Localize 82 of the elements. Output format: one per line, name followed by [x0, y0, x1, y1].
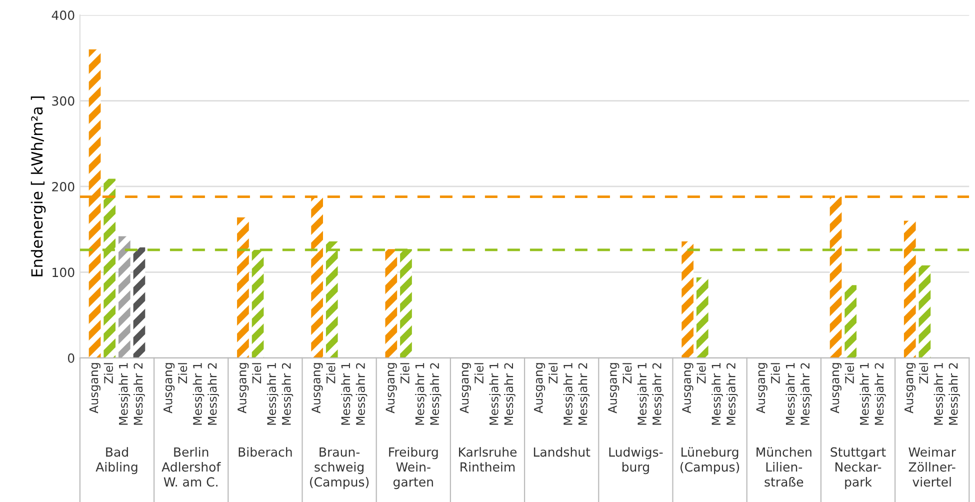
text: Messjahr 1: [563, 363, 575, 425]
text: Messjahr 2: [948, 363, 960, 425]
bar: [237, 217, 249, 358]
text: Messjahr 1: [786, 363, 798, 425]
text: Messjahr 1: [934, 363, 946, 425]
text: Messjahr 1: [489, 363, 501, 425]
bar: [696, 277, 708, 358]
y-tick-label: 0: [68, 353, 74, 363]
bar: [918, 265, 931, 358]
text: Messjahr 1: [637, 363, 649, 425]
y-axis-title: Endenergie [ kWh/m²a ]: [30, 96, 46, 276]
text: Ziel: [696, 363, 706, 384]
text: Ziel: [104, 363, 114, 384]
text: Ziel: [178, 363, 188, 384]
bar: [830, 196, 842, 358]
bar: [904, 220, 916, 358]
text: Ziel: [622, 363, 632, 384]
x-tick-label: Ludwigs- burg: [609, 447, 663, 474]
text: Ausgang: [608, 363, 620, 414]
text: Ausgang: [756, 363, 768, 414]
x-tick-label: Stuttgart Neckar- park: [830, 447, 886, 490]
x-tick-label: München Lilien- straße: [756, 447, 812, 487]
text: Messjahr 1: [118, 363, 130, 425]
x-tick-label: Weimar Zöllner- viertel: [908, 447, 956, 487]
text: Ausgang: [460, 363, 471, 414]
text: Ziel: [400, 363, 410, 384]
text: Ausgang: [386, 363, 397, 414]
text: Ausgang: [682, 363, 694, 414]
text: Ziel: [474, 363, 484, 384]
text: Messjahr 2: [578, 363, 590, 425]
bar: [311, 196, 323, 358]
bar: [133, 247, 146, 358]
text: Ausgang: [312, 363, 323, 414]
text: Messjahr 2: [282, 363, 294, 425]
text: Messjahr 2: [874, 363, 886, 425]
text: Messjahr 2: [800, 363, 812, 425]
bar: [118, 236, 130, 358]
text: Messjahr 2: [504, 363, 516, 425]
bar: [400, 249, 412, 358]
y-tick-label: 400: [52, 10, 74, 20]
text: Ausgang: [89, 363, 100, 414]
x-tick-label: Freiburg Wein- garten: [389, 447, 438, 490]
bar: [88, 49, 101, 358]
text: Messjahr 2: [356, 363, 368, 425]
x-tick-label: Karlsruhe Rintheim: [459, 447, 517, 472]
text: Messjahr 2: [208, 363, 220, 425]
text: Ausgang: [164, 363, 175, 414]
bar: [252, 250, 264, 358]
text: Messjahr 2: [726, 363, 738, 425]
x-tick-label: Landshut: [534, 447, 590, 457]
text: Messjahr 1: [860, 363, 872, 425]
bar: [326, 241, 338, 358]
text: Messjahr 2: [652, 363, 664, 425]
bar: [682, 241, 694, 358]
text: Messjahr 1: [711, 363, 723, 425]
y-tick-label: 100: [52, 268, 74, 278]
text: Ziel: [252, 363, 262, 384]
y-tick-label: 300: [52, 96, 74, 106]
x-tick-label: Bad Aibling: [96, 447, 138, 474]
bar: [844, 285, 857, 358]
text: Ziel: [548, 363, 558, 384]
text: Ausgang: [238, 363, 249, 414]
text: Ausgang: [534, 363, 546, 414]
text: Messjahr 1: [415, 363, 427, 425]
x-tick-label: Braun- schweig (Campus): [310, 447, 369, 490]
text: Messjahr 1: [266, 363, 278, 425]
y-tick-label: 200: [52, 182, 74, 192]
text: Messjahr 2: [134, 363, 145, 425]
text: Messjahr 1: [192, 363, 204, 425]
x-tick-label: Lüneburg (Campus): [680, 447, 740, 474]
text: Ausgang: [830, 363, 842, 414]
text: Messjahr 1: [340, 363, 352, 425]
text: Ausgang: [904, 363, 916, 414]
text: Messjahr 2: [430, 363, 442, 425]
text: Ziel: [844, 363, 854, 384]
text: Ziel: [326, 363, 336, 384]
x-tick-label: Biberach: [238, 447, 292, 457]
text: Ziel: [770, 363, 780, 384]
bar: [104, 178, 116, 358]
bar: [385, 249, 398, 358]
text: Ziel: [918, 363, 928, 384]
x-tick-label: Berlin Adlershof W. am C.: [162, 447, 221, 487]
